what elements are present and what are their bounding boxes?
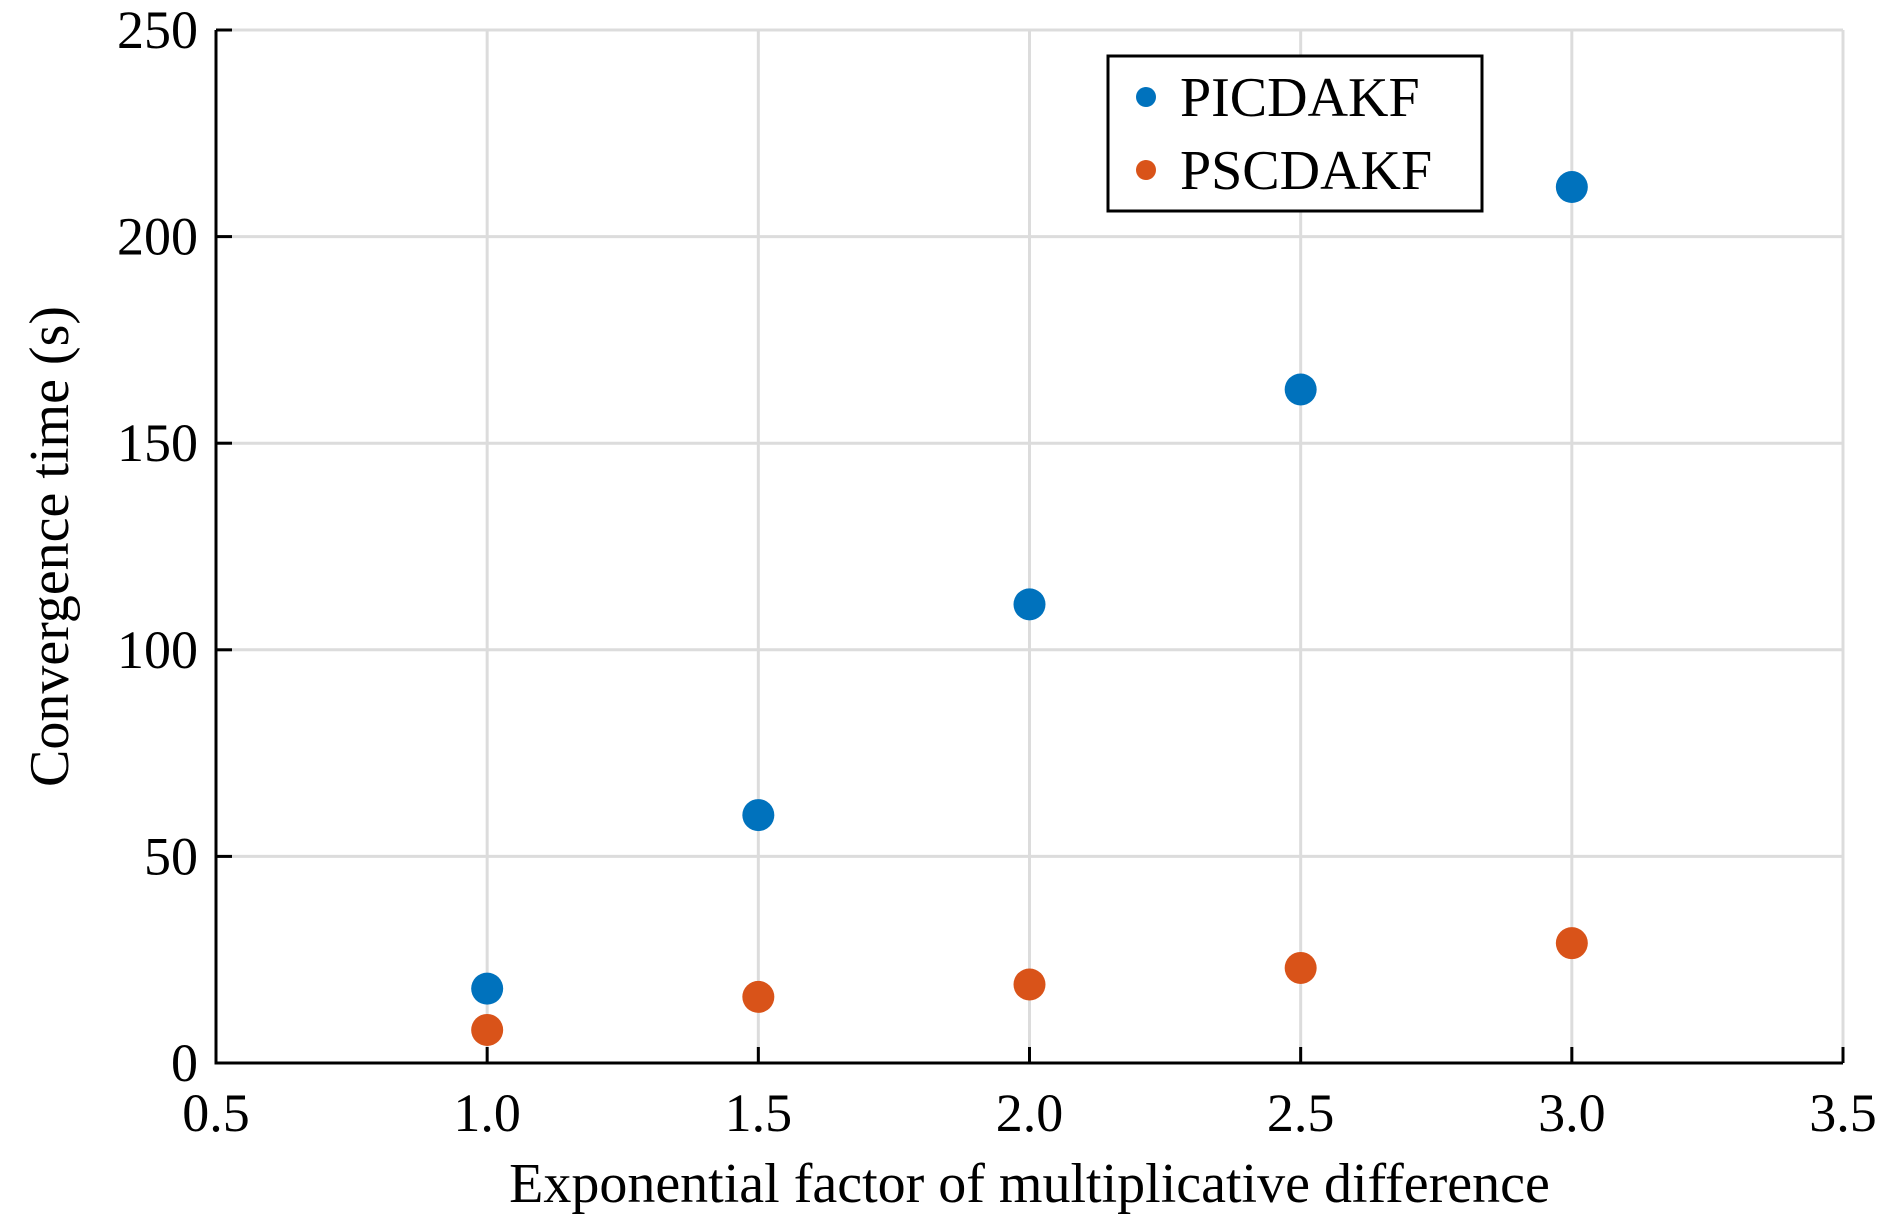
x-axis-title: Exponential factor of multiplicative dif… bbox=[509, 1153, 1550, 1215]
legend-label-pscdakf: PSCDAKF bbox=[1180, 140, 1432, 202]
data-point-picdakf bbox=[1013, 588, 1046, 621]
x-tick-label: 2.0 bbox=[996, 1083, 1064, 1143]
y-tick-label: 150 bbox=[117, 413, 198, 473]
data-points bbox=[471, 171, 1588, 1046]
y-tick-label: 200 bbox=[117, 207, 198, 267]
data-point-picdakf bbox=[1555, 171, 1588, 204]
x-axis-ticks: 0.5 1.0 1.5 2.0 2.5 3.0 3.5 bbox=[182, 1047, 1877, 1143]
data-point-pscdakf bbox=[1284, 951, 1317, 984]
data-point-picdakf bbox=[1284, 373, 1317, 406]
y-tick-label: 50 bbox=[144, 826, 198, 886]
data-point-picdakf bbox=[471, 972, 504, 1005]
legend-label-picdakf: PICDAKF bbox=[1180, 67, 1420, 129]
y-tick-label: 0 bbox=[171, 1033, 198, 1093]
x-tick-label: 0.5 bbox=[182, 1083, 250, 1143]
data-point-pscdakf bbox=[742, 980, 775, 1013]
legend-marker-pscdakf bbox=[1136, 160, 1156, 180]
y-axis-ticks: 0 50 100 150 200 250 bbox=[117, 0, 232, 1093]
data-point-pscdakf bbox=[1555, 927, 1588, 960]
x-tick-label: 3.0 bbox=[1538, 1083, 1606, 1143]
x-tick-label: 3.5 bbox=[1809, 1083, 1877, 1143]
x-tick-label: 1.5 bbox=[725, 1083, 793, 1143]
legend-box bbox=[1106, 54, 1484, 213]
grid bbox=[214, 28, 1845, 1065]
y-axis-title: Convergence time (s) bbox=[19, 306, 81, 787]
legend: PICDAKF PSCDAKF bbox=[1106, 54, 1484, 213]
data-point-picdakf bbox=[742, 799, 775, 832]
legend-marker-picdakf bbox=[1136, 87, 1156, 107]
y-tick-label: 250 bbox=[117, 0, 198, 60]
data-point-pscdakf bbox=[1013, 968, 1046, 1001]
data-point-pscdakf bbox=[471, 1013, 504, 1046]
y-tick-label: 100 bbox=[117, 620, 198, 680]
x-tick-label: 1.0 bbox=[453, 1083, 521, 1143]
x-tick-label: 2.5 bbox=[1267, 1083, 1335, 1143]
